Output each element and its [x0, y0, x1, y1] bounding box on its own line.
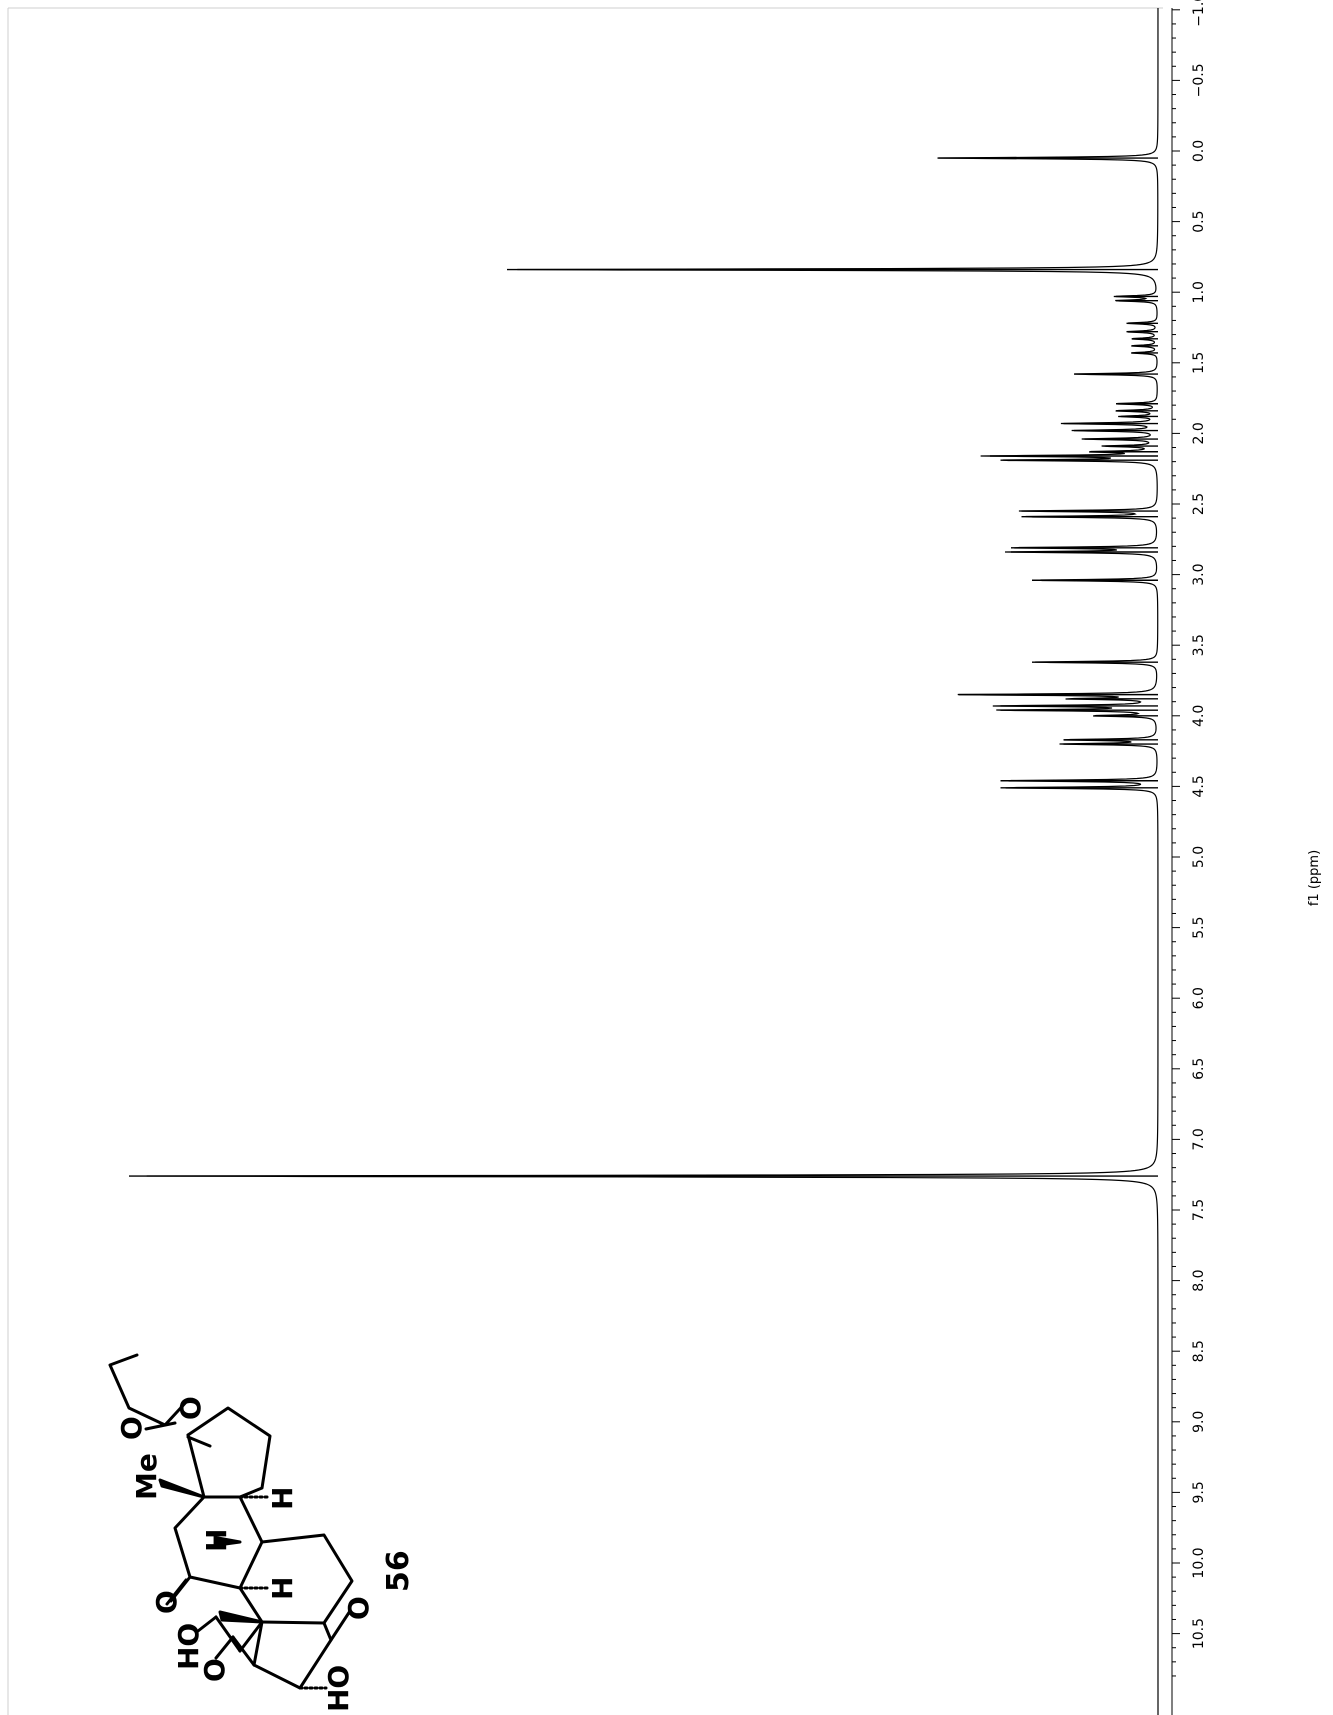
label-O2: O — [174, 1396, 207, 1420]
tick-label: 5.5 — [1191, 916, 1207, 938]
ring-c — [173, 1495, 264, 1653]
label-H3: H — [266, 1577, 299, 1600]
tick-label: 1.5 — [1191, 352, 1207, 374]
h-wedge — [216, 1536, 242, 1547]
tick-label: 2.0 — [1191, 422, 1207, 444]
compound-number: 56 — [381, 1550, 416, 1592]
spectrum-peaks — [129, 157, 1158, 1177]
hydroxymethyl-bond-2 — [196, 1615, 218, 1633]
ppm-axis-ticks: −1.0 −0.5 0.0 0.5 1.0 1.5 2.0 2.5 3.0 3.5 4.0 4.5 5.… — [1172, 0, 1207, 1677]
label-Me: Me — [130, 1453, 163, 1500]
ch2oh-wedge — [218, 1610, 264, 1624]
tick-label: 4.5 — [1191, 775, 1207, 797]
epoxide-bond-b — [214, 1635, 235, 1660]
tick-label: 5.0 — [1191, 846, 1207, 868]
ketone-bond-2 — [165, 1578, 188, 1606]
ring-b — [260, 1533, 354, 1625]
label-H2: H — [200, 1529, 233, 1552]
tick-label: 0.5 — [1191, 210, 1207, 232]
epoxide-bond-a — [231, 1635, 256, 1667]
tick-label: 10.0 — [1191, 1547, 1207, 1578]
tick-label: 3.5 — [1191, 634, 1207, 656]
cyclopentane-ring — [186, 1406, 272, 1499]
molecule-structure — [108, 1353, 354, 1690]
tick-label: 9.5 — [1191, 1481, 1207, 1503]
bond-ketal-O2 — [186, 1435, 212, 1448]
label-HO-2: HO — [322, 1665, 355, 1712]
spectrum-trace — [146, 8, 1159, 1715]
epoxide-b-bond — [329, 1609, 352, 1642]
ring-a — [252, 1620, 333, 1690]
tick-label: 3.0 — [1191, 563, 1207, 585]
label-H1: H — [266, 1487, 299, 1510]
molecule-labels: O O Me H H H O HO O O HO 56 — [115, 1396, 416, 1712]
bond-ketal-O1 — [144, 1421, 177, 1431]
label-epoxide-O2: O — [342, 1596, 375, 1620]
tick-label: 4.0 — [1191, 705, 1207, 727]
me-wedge — [158, 1478, 206, 1499]
label-O1: O — [115, 1416, 148, 1440]
label-HO-1: HO — [172, 1623, 205, 1670]
tick-label: 0.0 — [1191, 140, 1207, 162]
tick-label: 9.0 — [1191, 1411, 1207, 1433]
bond-c13-c17 — [186, 1433, 206, 1499]
tick-label: 8.5 — [1191, 1340, 1207, 1362]
axis-title: f1 (ppm) — [1307, 850, 1322, 906]
ring-c-right — [238, 1495, 264, 1590]
dioxolane-ring — [108, 1353, 190, 1427]
tick-label: 7.5 — [1191, 1199, 1207, 1221]
tick-label: −0.5 — [1191, 63, 1207, 97]
tick-label: 8.0 — [1191, 1269, 1207, 1291]
tick-label: −1.0 — [1191, 0, 1207, 27]
hydroxymethyl-bond — [214, 1615, 242, 1653]
tick-label: 6.0 — [1191, 987, 1207, 1009]
tick-label: 1.0 — [1191, 281, 1207, 303]
label-ketone-O: O — [150, 1590, 183, 1614]
tick-label: 6.5 — [1191, 1058, 1207, 1080]
tick-label: 10.5 — [1191, 1618, 1207, 1649]
tick-label: 2.5 — [1191, 493, 1207, 515]
label-epoxide-O: O — [198, 1658, 231, 1682]
tick-label: 7.0 — [1191, 1128, 1207, 1150]
